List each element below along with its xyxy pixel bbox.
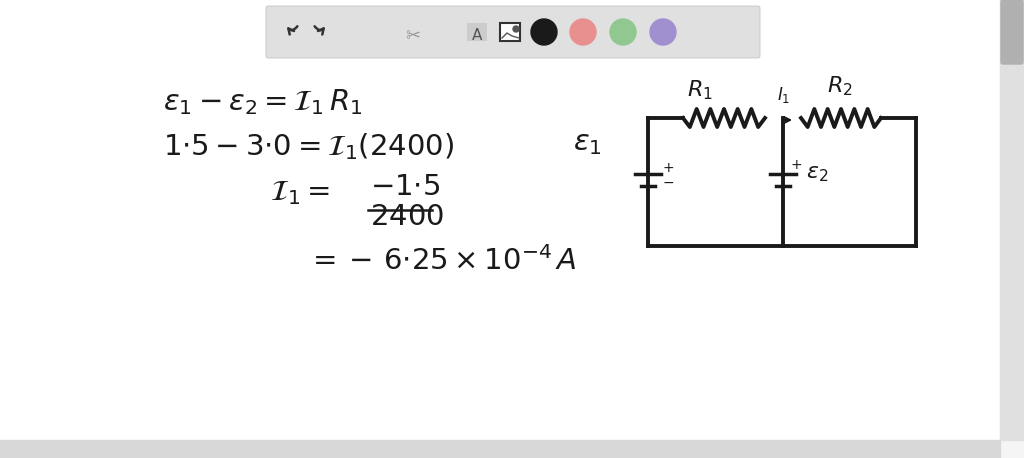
Text: +: + [790,158,802,172]
Text: −: − [663,176,675,190]
Text: $1{\cdot}5 - 3{\cdot}0 = \mathcal{I}_1(2400)$: $1{\cdot}5 - 3{\cdot}0 = \mathcal{I}_1(2… [163,131,455,162]
Bar [1000,0,1024,440]
Circle shape [513,26,519,32]
Circle shape [650,19,676,45]
Bar [0,440,1000,458]
FancyBboxPatch shape [266,6,760,58]
Circle shape [610,19,636,45]
Bar [467,23,487,41]
Text: ✂: ✂ [406,27,421,45]
Text: $\mathcal{I}_1 =$: $\mathcal{I}_1 =$ [270,178,330,207]
Text: +: + [663,161,675,175]
Circle shape [570,19,596,45]
FancyBboxPatch shape [1001,0,1023,64]
Text: $I_1$: $I_1$ [777,85,791,105]
Text: $-1{\cdot}5$: $-1{\cdot}5$ [370,172,440,201]
Text: $2400$: $2400$ [370,202,444,231]
FancyBboxPatch shape [500,23,520,41]
Text: $\varepsilon_1$: $\varepsilon_1$ [573,128,602,157]
Text: $\varepsilon_2$: $\varepsilon_2$ [806,162,828,184]
Text: $R_2$: $R_2$ [827,74,853,98]
Text: $= -\, 6{\cdot}25 \times 10^{-4}\,A$: $= -\, 6{\cdot}25 \times 10^{-4}\,A$ [307,246,577,276]
Text: $\varepsilon_1 - \varepsilon_2 = \mathcal{I}_1\, R_1$: $\varepsilon_1 - \varepsilon_2 = \mathca… [163,87,362,117]
Text: $R_1$: $R_1$ [687,78,713,102]
Text: A: A [472,28,482,44]
Circle shape [531,19,557,45]
